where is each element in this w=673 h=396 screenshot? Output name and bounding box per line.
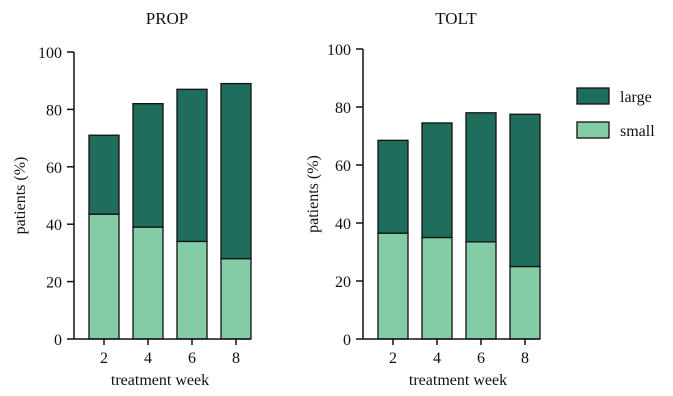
chart-1-bar-large-2 [377, 139, 409, 234]
chart-0-ytick-label-1: 20 [46, 275, 62, 292]
chart-0-xlabel: treatment week [111, 372, 209, 389]
chart-1-bar-small-8 [509, 265, 541, 340]
chart-0-xtick-label-2: 6 [188, 350, 196, 367]
chart-1-ytick-label-4: 80 [335, 100, 351, 117]
chart-1-xlabel: treatment week [409, 372, 507, 389]
chart-0-title: PROP [146, 9, 189, 28]
chart-1-bar-large-6 [465, 112, 497, 243]
chart-1-bar-small-4 [421, 236, 453, 340]
chart-0-bar-small-4 [132, 226, 164, 340]
chart-1-xtick-label-2: 6 [477, 350, 485, 367]
chart-0-bar-small-8 [220, 257, 252, 340]
chart-1-bar-small-2 [377, 232, 409, 340]
chart-0-xtick-label-0: 2 [100, 350, 108, 367]
legend-swatch-small [576, 121, 610, 139]
chart-0-xtick-label-3: 8 [232, 350, 240, 367]
chart-0-bar-large-8 [220, 82, 252, 260]
chart-0-ytick-label-3: 60 [46, 160, 62, 177]
legend-label-large: large [620, 89, 652, 106]
chart-1-ytick-label-1: 20 [335, 274, 351, 291]
chart-1-title: TOLT [435, 9, 477, 28]
chart-1-ytick-label-5: 100 [327, 42, 351, 59]
chart-1-ytick-label-0: 0 [343, 332, 351, 349]
chart-0-bar-large-4 [132, 103, 164, 228]
chart-0-ytick-label-4: 80 [46, 102, 62, 119]
chart-1-bar-small-6 [465, 241, 497, 340]
chart-0-ytick-label-0: 0 [54, 332, 62, 349]
chart-0-ylabel: patients (%) [12, 157, 29, 235]
chart-1-ytick-label-2: 40 [335, 216, 351, 233]
chart-0-ytick-label-5: 100 [38, 45, 62, 62]
chart-0-bar-large-6 [176, 88, 208, 243]
chart-1-ylabel: patients (%) [305, 155, 322, 233]
chart-1-xtick-label-1: 4 [433, 350, 441, 367]
chart-0-bar-small-2 [88, 213, 120, 340]
legend-label-small: small [620, 123, 655, 140]
chart-1-xtick-label-0: 2 [389, 350, 397, 367]
chart-0-bar-small-6 [176, 240, 208, 340]
chart-1-ytick-label-3: 60 [335, 158, 351, 175]
chart-1-xtick-label-3: 8 [521, 350, 529, 367]
legend-swatch-large [576, 87, 610, 105]
chart-1-bar-large-8 [509, 113, 541, 268]
chart-0-bar-large-2 [88, 134, 120, 215]
chart-0-ytick-label-2: 40 [46, 217, 62, 234]
chart-1-bar-large-4 [421, 122, 453, 239]
chart-0-xtick-label-1: 4 [144, 350, 152, 367]
